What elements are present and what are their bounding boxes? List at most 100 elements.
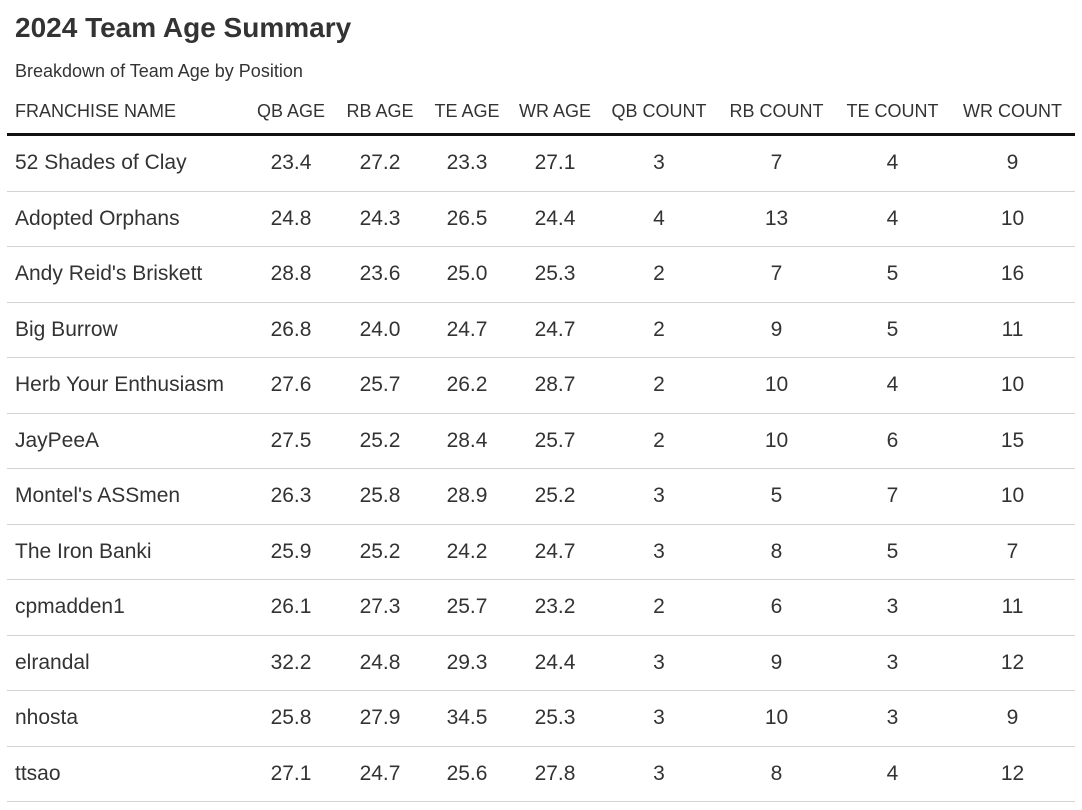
table-cell: 25.8 (246, 690, 336, 747)
table-cell: 8 (718, 524, 835, 580)
table-cell: 28.7 (510, 357, 600, 414)
table-cell: 24.0 (336, 302, 424, 358)
table-cell: 3 (600, 690, 718, 747)
table-cell: 10 (718, 413, 835, 469)
table-cell: 9 (950, 134, 1075, 192)
table-row: The Iron Banki 25.9 25.2 24.2 24.7 3 8 5 7 (7, 524, 1075, 580)
column-header: QB COUNT (600, 89, 718, 136)
column-header: WR AGE (510, 89, 600, 136)
table-cell: 25.2 (336, 413, 424, 469)
table-body: 52 Shades of Clay 23.4 27.2 23.3 27.1 3 7 4 9 Ado… (7, 134, 1075, 802)
table-cell: 10 (950, 468, 1075, 525)
table-cell: 25.2 (510, 468, 600, 525)
age-summary-table: FRANCHISE NAME QB AGE RB AGE TE AGE WR AGE QB… (7, 89, 1075, 802)
table-cell: 4 (835, 746, 950, 802)
table-cell: 4 (835, 134, 950, 192)
table-cell: 8 (718, 746, 835, 802)
table-cell: 25.3 (510, 246, 600, 303)
table-cell: 23.6 (336, 246, 424, 303)
table-cell: 23.2 (510, 579, 600, 636)
table-cell: 16 (950, 246, 1075, 303)
table-cell: 27.5 (246, 413, 336, 469)
column-header: RB COUNT (718, 89, 835, 136)
table-cell: 25.7 (424, 579, 510, 636)
table-cell: 7 (950, 524, 1075, 580)
table-cell: 24.7 (424, 302, 510, 358)
table-cell: 13 (718, 191, 835, 247)
table-cell: 24.7 (510, 524, 600, 580)
table-cell: 28.8 (246, 246, 336, 303)
table-cell: 12 (950, 746, 1075, 802)
franchise-name-cell: Montel's ASSmen (7, 468, 246, 525)
table-cell: 3 (835, 635, 950, 691)
table-cell: 24.4 (510, 191, 600, 247)
table-cell: 10 (718, 690, 835, 747)
table-cell: 27.1 (510, 134, 600, 192)
table-cell: 2 (600, 579, 718, 636)
table-cell: 4 (600, 191, 718, 247)
table-row: JayPeeA 27.5 25.2 28.4 25.7 2 10 6 15 (7, 413, 1075, 469)
table-cell: 10 (718, 357, 835, 414)
table-cell: 4 (835, 191, 950, 247)
table-cell: 11 (950, 302, 1075, 358)
table-cell: 3 (835, 579, 950, 636)
column-header: TE COUNT (835, 89, 950, 136)
table-cell: 5 (718, 468, 835, 525)
table-cell: 3 (600, 746, 718, 802)
table-cell: 4 (835, 357, 950, 414)
table-cell: 3 (600, 468, 718, 525)
table-cell: 26.2 (424, 357, 510, 414)
table-cell: 27.3 (336, 579, 424, 636)
table-cell: 27.2 (336, 134, 424, 192)
table-cell: 5 (835, 246, 950, 303)
column-header: TE AGE (424, 89, 510, 136)
table-cell: 26.1 (246, 579, 336, 636)
table-cell: 3 (835, 690, 950, 747)
table-row: Big Burrow 26.8 24.0 24.7 24.7 2 9 5 11 (7, 302, 1075, 358)
table-cell: 2 (600, 302, 718, 358)
chart-title: 2024 Team Age Summary (15, 12, 352, 43)
table-cell: 3 (600, 524, 718, 580)
table-cell: 2 (600, 357, 718, 414)
table-cell: 12 (950, 635, 1075, 691)
table-cell: 24.3 (336, 191, 424, 247)
table-cell: 9 (950, 690, 1075, 747)
table-cell: 3 (600, 134, 718, 192)
franchise-name-cell: JayPeeA (7, 413, 246, 469)
table-cell: 24.8 (336, 635, 424, 691)
table-cell: 11 (950, 579, 1075, 636)
table-cell: 23.3 (424, 134, 510, 192)
table-cell: 7 (718, 134, 835, 192)
table-row: elrandal 32.2 24.8 29.3 24.4 3 9 3 12 (7, 635, 1075, 691)
chart-subtitle: Breakdown of Team Age by Position (15, 61, 303, 81)
franchise-name-cell: Big Burrow (7, 302, 246, 358)
table-cell: 28.4 (424, 413, 510, 469)
table-cell: 26.5 (424, 191, 510, 247)
table-cell: 25.7 (336, 357, 424, 414)
franchise-name-cell: Herb Your Enthusiasm (7, 357, 246, 414)
table-cell: 24.7 (336, 746, 424, 802)
table-cell: 24.7 (510, 302, 600, 358)
table-cell: 32.2 (246, 635, 336, 691)
table-cell: 6 (718, 579, 835, 636)
table-row: ttsao 27.1 24.7 25.6 27.8 3 8 4 12 (7, 746, 1075, 802)
table-row: Adopted Orphans 24.8 24.3 26.5 24.4 4 13 4 10 (7, 191, 1075, 247)
franchise-name-cell: The Iron Banki (7, 524, 246, 580)
table-cell: 23.4 (246, 134, 336, 192)
table-cell: 5 (835, 302, 950, 358)
table-cell: 28.9 (424, 468, 510, 525)
header-row: FRANCHISE NAME QB AGE RB AGE TE AGE WR AGE QB… (7, 89, 1075, 136)
franchise-name-cell: cpmadden1 (7, 579, 246, 636)
table-cell: 24.8 (246, 191, 336, 247)
table-cell: 25.2 (336, 524, 424, 580)
column-header: FRANCHISE NAME (7, 89, 246, 136)
table-cell: 9 (718, 302, 835, 358)
franchise-name-cell: Andy Reid's Briskett (7, 246, 246, 303)
table-cell: 25.8 (336, 468, 424, 525)
table-row: cpmadden1 26.1 27.3 25.7 23.2 2 6 3 11 (7, 579, 1075, 636)
table-cell: 6 (835, 413, 950, 469)
table-row: Andy Reid's Briskett 28.8 23.6 25.0 25.3 2 7 5 1… (7, 246, 1075, 303)
table-cell: 34.5 (424, 690, 510, 747)
table-cell: 2 (600, 413, 718, 469)
